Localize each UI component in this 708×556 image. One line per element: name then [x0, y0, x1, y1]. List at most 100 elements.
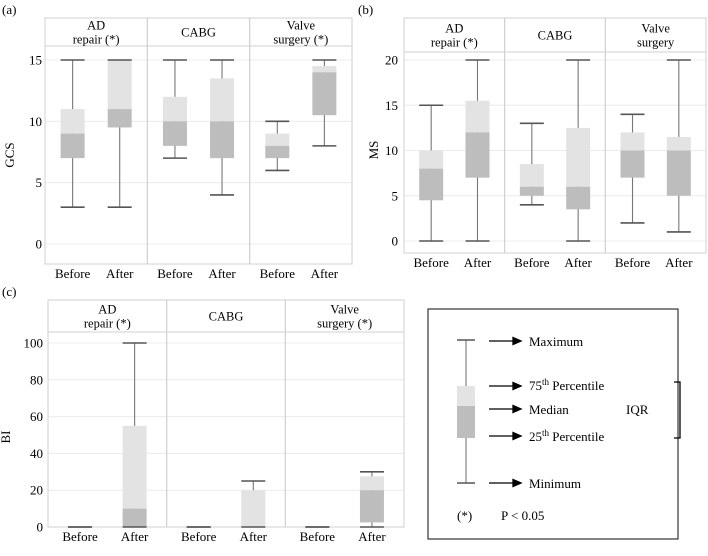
- box-upper-quartile: [241, 490, 266, 527]
- box-plot: [241, 480, 266, 528]
- legend-75th-label: 75th Percentile: [529, 377, 604, 393]
- y-tick-label: 0: [37, 520, 44, 535]
- box-upper-quartile: [566, 127, 591, 187]
- box-upper-quartile: [312, 66, 337, 73]
- y-tick-label: 20: [30, 483, 43, 498]
- legend-upper-box: [457, 386, 475, 406]
- legend-iqr-bracket: [674, 381, 681, 439]
- legend-25th-label: 25th Percentile: [529, 428, 604, 444]
- legend-frame: [427, 308, 679, 540]
- legend-sig-marker: (*): [457, 508, 472, 523]
- panel-tag: (c): [2, 284, 16, 299]
- box-upper-quartile: [359, 476, 384, 491]
- facet-frame: [403, 17, 506, 254]
- box-upper-quartile: [210, 78, 235, 122]
- box-plot: [620, 113, 645, 224]
- x-category-label: After: [311, 266, 339, 281]
- facet-header-label: AD: [98, 303, 116, 317]
- y-tick-label: 100: [24, 336, 44, 351]
- box-upper-quartile: [60, 109, 85, 134]
- box-upper-quartile: [666, 136, 691, 151]
- legend-lower-box: [457, 406, 475, 438]
- x-category-label: After: [564, 255, 592, 270]
- facet-header-label: CABG: [181, 26, 216, 40]
- box-plot: [419, 104, 444, 242]
- box-upper-quartile: [122, 425, 147, 509]
- x-category-label: After: [665, 255, 693, 270]
- facet-header-label: repair (*): [73, 33, 120, 47]
- box-lower-quartile: [419, 168, 444, 201]
- facet-header-label: CABG: [209, 310, 244, 324]
- panel-tag: (a): [2, 2, 16, 17]
- legend: Maximum 75th Percentile Median 25th Perc…: [427, 308, 681, 540]
- box-lower-quartile: [465, 132, 490, 178]
- y-tick-label: 5: [36, 175, 43, 190]
- legend-maximum-label: Maximum: [529, 334, 583, 349]
- legend-sig-text: P < 0.05: [501, 508, 544, 523]
- facet-header-label: surgery: [637, 36, 675, 50]
- panel-tag: (b): [358, 2, 373, 17]
- box-plot: [465, 59, 490, 242]
- box-plot: [666, 59, 691, 233]
- box-upper-quartile: [465, 100, 490, 133]
- box-plot: [107, 59, 132, 208]
- facet-frame: [284, 299, 405, 528]
- box-lower-quartile: [60, 133, 85, 159]
- y-axis-label: MS: [366, 141, 381, 160]
- box-plot: [162, 59, 187, 159]
- box-lower-quartile: [666, 150, 691, 196]
- y-tick-label: 20: [385, 53, 398, 68]
- y-tick-label: 15: [385, 98, 398, 113]
- legend-minimum-label: Minimum: [529, 476, 581, 491]
- legend-iqr-label: IQR: [626, 402, 649, 417]
- legend-arrows: [489, 336, 523, 488]
- box-upper-quartile: [107, 60, 132, 110]
- facet-header-label: surgery (*): [317, 317, 372, 331]
- y-axis-label: GCS: [2, 142, 17, 167]
- y-tick-label: 60: [30, 409, 43, 424]
- y-tick-label: 40: [30, 446, 43, 461]
- y-tick-label: 10: [29, 114, 42, 129]
- y-tick-label: 0: [36, 237, 43, 252]
- box-lower-quartile: [265, 145, 290, 159]
- box-upper-quartile: [419, 150, 444, 169]
- x-category-label: After: [208, 266, 236, 281]
- box-plot: [122, 342, 147, 528]
- y-axis-label: BI: [0, 431, 13, 444]
- box-plot: [210, 59, 235, 196]
- box-lower-quartile: [107, 109, 132, 128]
- facet-header-label: Valve: [287, 19, 316, 33]
- facet-header-label: repair (*): [84, 317, 131, 331]
- box-lower-quartile: [620, 150, 645, 178]
- facet-frame: [146, 17, 251, 265]
- x-category-label: Before: [62, 529, 98, 544]
- box-upper-quartile: [620, 132, 645, 151]
- y-tick-label: 10: [385, 143, 398, 158]
- facet-header-label: surgery (*): [273, 33, 328, 47]
- x-category-label: Before: [260, 266, 296, 281]
- box-lower-quartile: [359, 490, 384, 523]
- x-category-label: Before: [514, 255, 550, 270]
- x-category-label: After: [464, 255, 492, 270]
- facet-frame: [44, 17, 148, 265]
- x-category-label: Before: [615, 255, 651, 270]
- facet-header-label: repair (*): [431, 36, 478, 50]
- y-tick-label: 80: [30, 372, 43, 387]
- x-category-label: After: [240, 529, 268, 544]
- facet-frame: [604, 17, 707, 254]
- facet-frame: [47, 299, 168, 528]
- box-lower-quartile: [566, 186, 591, 210]
- box-upper-quartile: [519, 164, 544, 187]
- facet-frame: [249, 17, 353, 265]
- x-category-label: After: [121, 529, 149, 544]
- box-plot: [519, 122, 544, 206]
- facet-header-label: AD: [87, 19, 105, 33]
- box-upper-quartile: [265, 133, 290, 146]
- box-plot: [265, 120, 290, 172]
- box-lower-quartile: [162, 121, 187, 146]
- y-tick-label: 15: [29, 53, 42, 68]
- x-category-label: Before: [55, 266, 91, 281]
- y-tick-label: 5: [392, 188, 399, 203]
